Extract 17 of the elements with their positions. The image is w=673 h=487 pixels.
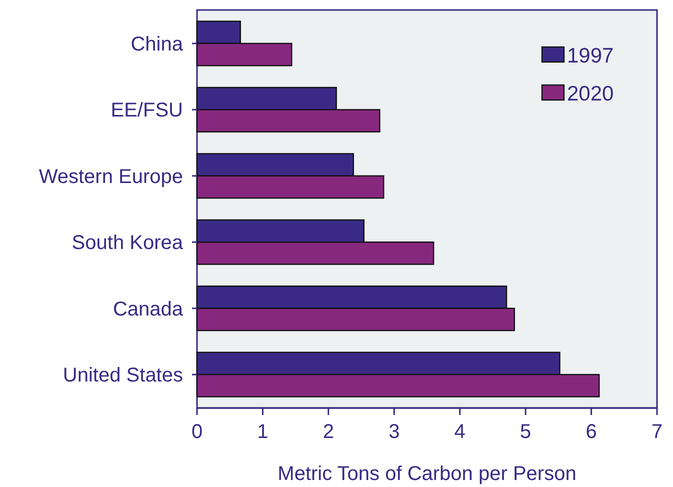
y-tick-label: Canada — [112, 298, 184, 320]
legend-label: 1997 — [567, 44, 614, 68]
x-tick-label: 3 — [388, 421, 400, 443]
y-tick-label: South Korea — [72, 232, 184, 254]
legend-label: 2020 — [567, 82, 614, 106]
y-tick-label: EE/FSU — [110, 100, 183, 122]
x-tick-label: 0 — [191, 421, 203, 443]
y-tick-label: China — [130, 33, 184, 56]
x-tick-label: 6 — [586, 421, 597, 443]
y-tick-label: Western Europe — [38, 166, 183, 188]
x-tick-label: 7 — [651, 421, 663, 443]
x-tick-label: 2 — [322, 421, 334, 443]
x-axis-title: Metric Tons of Carbon per Person — [278, 463, 576, 485]
x-tick-label: 5 — [520, 421, 532, 443]
x-tick-label: 1 — [257, 421, 268, 443]
y-tick-label: United States — [62, 364, 183, 387]
x-tick-label: 4 — [454, 421, 466, 443]
